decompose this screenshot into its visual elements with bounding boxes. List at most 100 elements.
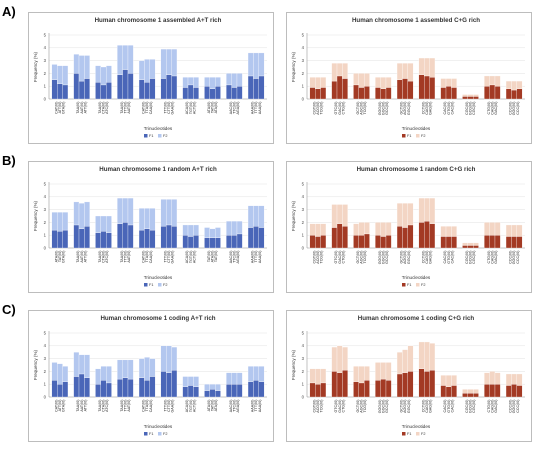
bar-f1 bbox=[259, 76, 264, 99]
category-label: ACT(I0) bbox=[192, 251, 196, 264]
x-axis-label: Trinucleotides bbox=[144, 126, 173, 131]
bar-f1 bbox=[106, 383, 111, 397]
bar-f2 bbox=[52, 64, 57, 79]
bar-f2 bbox=[441, 375, 446, 385]
bar-f1 bbox=[232, 384, 237, 397]
bar-f2 bbox=[172, 347, 177, 370]
bar-f1 bbox=[139, 80, 144, 99]
y-tick-label: 5 bbox=[302, 330, 305, 335]
bar-f2 bbox=[386, 222, 391, 235]
bar-f2 bbox=[310, 77, 315, 87]
bar-f1 bbox=[375, 87, 380, 99]
category-label: GAG(I0) bbox=[429, 251, 433, 264]
bar-f1 bbox=[52, 80, 57, 99]
bar-f2 bbox=[386, 77, 391, 87]
bar-f1 bbox=[172, 76, 177, 99]
category-label: GAG(I0) bbox=[429, 102, 433, 115]
bar-f1 bbox=[381, 236, 386, 248]
category-label: TAT(I0) bbox=[214, 251, 218, 263]
bar-f2 bbox=[419, 198, 424, 222]
row-label-c: C) bbox=[2, 302, 16, 317]
category-label: ATC(I0) bbox=[105, 251, 109, 263]
bar-f1 bbox=[310, 235, 315, 248]
bar-f1 bbox=[375, 235, 380, 248]
bar-f1 bbox=[451, 385, 456, 397]
bar-f2 bbox=[517, 374, 522, 386]
bar-f1 bbox=[495, 235, 500, 248]
category-label: CAA(I0) bbox=[149, 102, 153, 115]
bar-f1 bbox=[473, 393, 478, 397]
bar-f2 bbox=[117, 360, 122, 379]
bar-f1 bbox=[462, 245, 467, 248]
bar-f1 bbox=[462, 96, 467, 99]
bar-f1 bbox=[342, 226, 347, 248]
bar-f1 bbox=[210, 389, 215, 397]
bar-f1 bbox=[451, 236, 456, 248]
bar-f1 bbox=[210, 89, 215, 99]
bar-f1 bbox=[63, 230, 68, 248]
bar-f1 bbox=[517, 89, 522, 99]
category-label: AGA(I0) bbox=[236, 251, 240, 264]
bar-f1 bbox=[79, 81, 84, 99]
bar-f2 bbox=[101, 366, 106, 380]
bar-f1 bbox=[484, 384, 489, 397]
bar-f2 bbox=[359, 73, 364, 87]
bar-f2 bbox=[150, 208, 155, 230]
legend-label-f2: F2 bbox=[421, 134, 425, 138]
bar-f2 bbox=[375, 77, 380, 87]
category-label: ATA(I0) bbox=[214, 400, 218, 412]
category-label: GTA(I0) bbox=[62, 102, 66, 115]
bar-f2 bbox=[226, 221, 231, 235]
bar-f1 bbox=[226, 85, 231, 99]
bar-f1 bbox=[468, 393, 473, 397]
bar-f1 bbox=[408, 371, 413, 397]
category-label: ATT(I0) bbox=[83, 400, 87, 412]
chart-panel-b-cg: Human chromosome 1 random C+G rich 0 1 2 3 4 5… bbox=[286, 161, 532, 293]
bar-f1 bbox=[490, 235, 495, 248]
bar-f1 bbox=[315, 236, 320, 248]
y-tick-label: 5 bbox=[44, 330, 47, 335]
bar-f2 bbox=[506, 81, 511, 89]
bar-f1 bbox=[101, 231, 106, 248]
bar-f1 bbox=[253, 226, 258, 248]
bar-f2 bbox=[215, 384, 220, 390]
bar-f1 bbox=[381, 379, 386, 397]
bar-f2 bbox=[495, 76, 500, 86]
bar-f2 bbox=[359, 222, 364, 235]
bar-f2 bbox=[172, 49, 177, 76]
bar-f1 bbox=[188, 385, 193, 397]
bar-f2 bbox=[253, 206, 258, 226]
category-label: ACT(I0) bbox=[192, 400, 196, 413]
bar-f1 bbox=[106, 82, 111, 99]
bar-f1 bbox=[117, 379, 122, 397]
bar-f2 bbox=[123, 360, 128, 378]
bar-f2 bbox=[430, 343, 435, 370]
bar-f2 bbox=[441, 226, 446, 236]
bar-f2 bbox=[128, 360, 133, 379]
category-label: CTG(I0) bbox=[341, 251, 345, 264]
chart-panel-a-at: Human chromosome 1 assembled A+T rich 0 1 2… bbox=[28, 12, 274, 144]
bar-f2 bbox=[139, 359, 144, 378]
legend-label-f1: F1 bbox=[149, 134, 153, 138]
bar-f2 bbox=[446, 79, 451, 87]
bar-f2 bbox=[424, 342, 429, 371]
category-label: AAT(I0) bbox=[127, 102, 131, 114]
bar-f2 bbox=[215, 228, 220, 238]
bar-f1 bbox=[166, 225, 171, 248]
bar-f2 bbox=[259, 53, 264, 76]
bar-f1 bbox=[517, 385, 522, 397]
bar-f2 bbox=[386, 362, 391, 380]
bar-f2 bbox=[204, 77, 209, 86]
category-label: GAA(I0) bbox=[171, 102, 175, 115]
category-label: CCC(I0) bbox=[516, 102, 520, 115]
bar-f2 bbox=[511, 374, 516, 384]
category-label: GAA(I0) bbox=[171, 400, 175, 413]
bar-f2 bbox=[117, 198, 122, 224]
bar-f2 bbox=[210, 229, 215, 238]
row-label-b: B) bbox=[2, 153, 16, 168]
bar-f1 bbox=[446, 236, 451, 248]
bar-f2 bbox=[253, 53, 258, 79]
bar-f2 bbox=[495, 373, 500, 385]
legend-swatch-f1 bbox=[144, 432, 148, 436]
bar-f1 bbox=[441, 236, 446, 248]
